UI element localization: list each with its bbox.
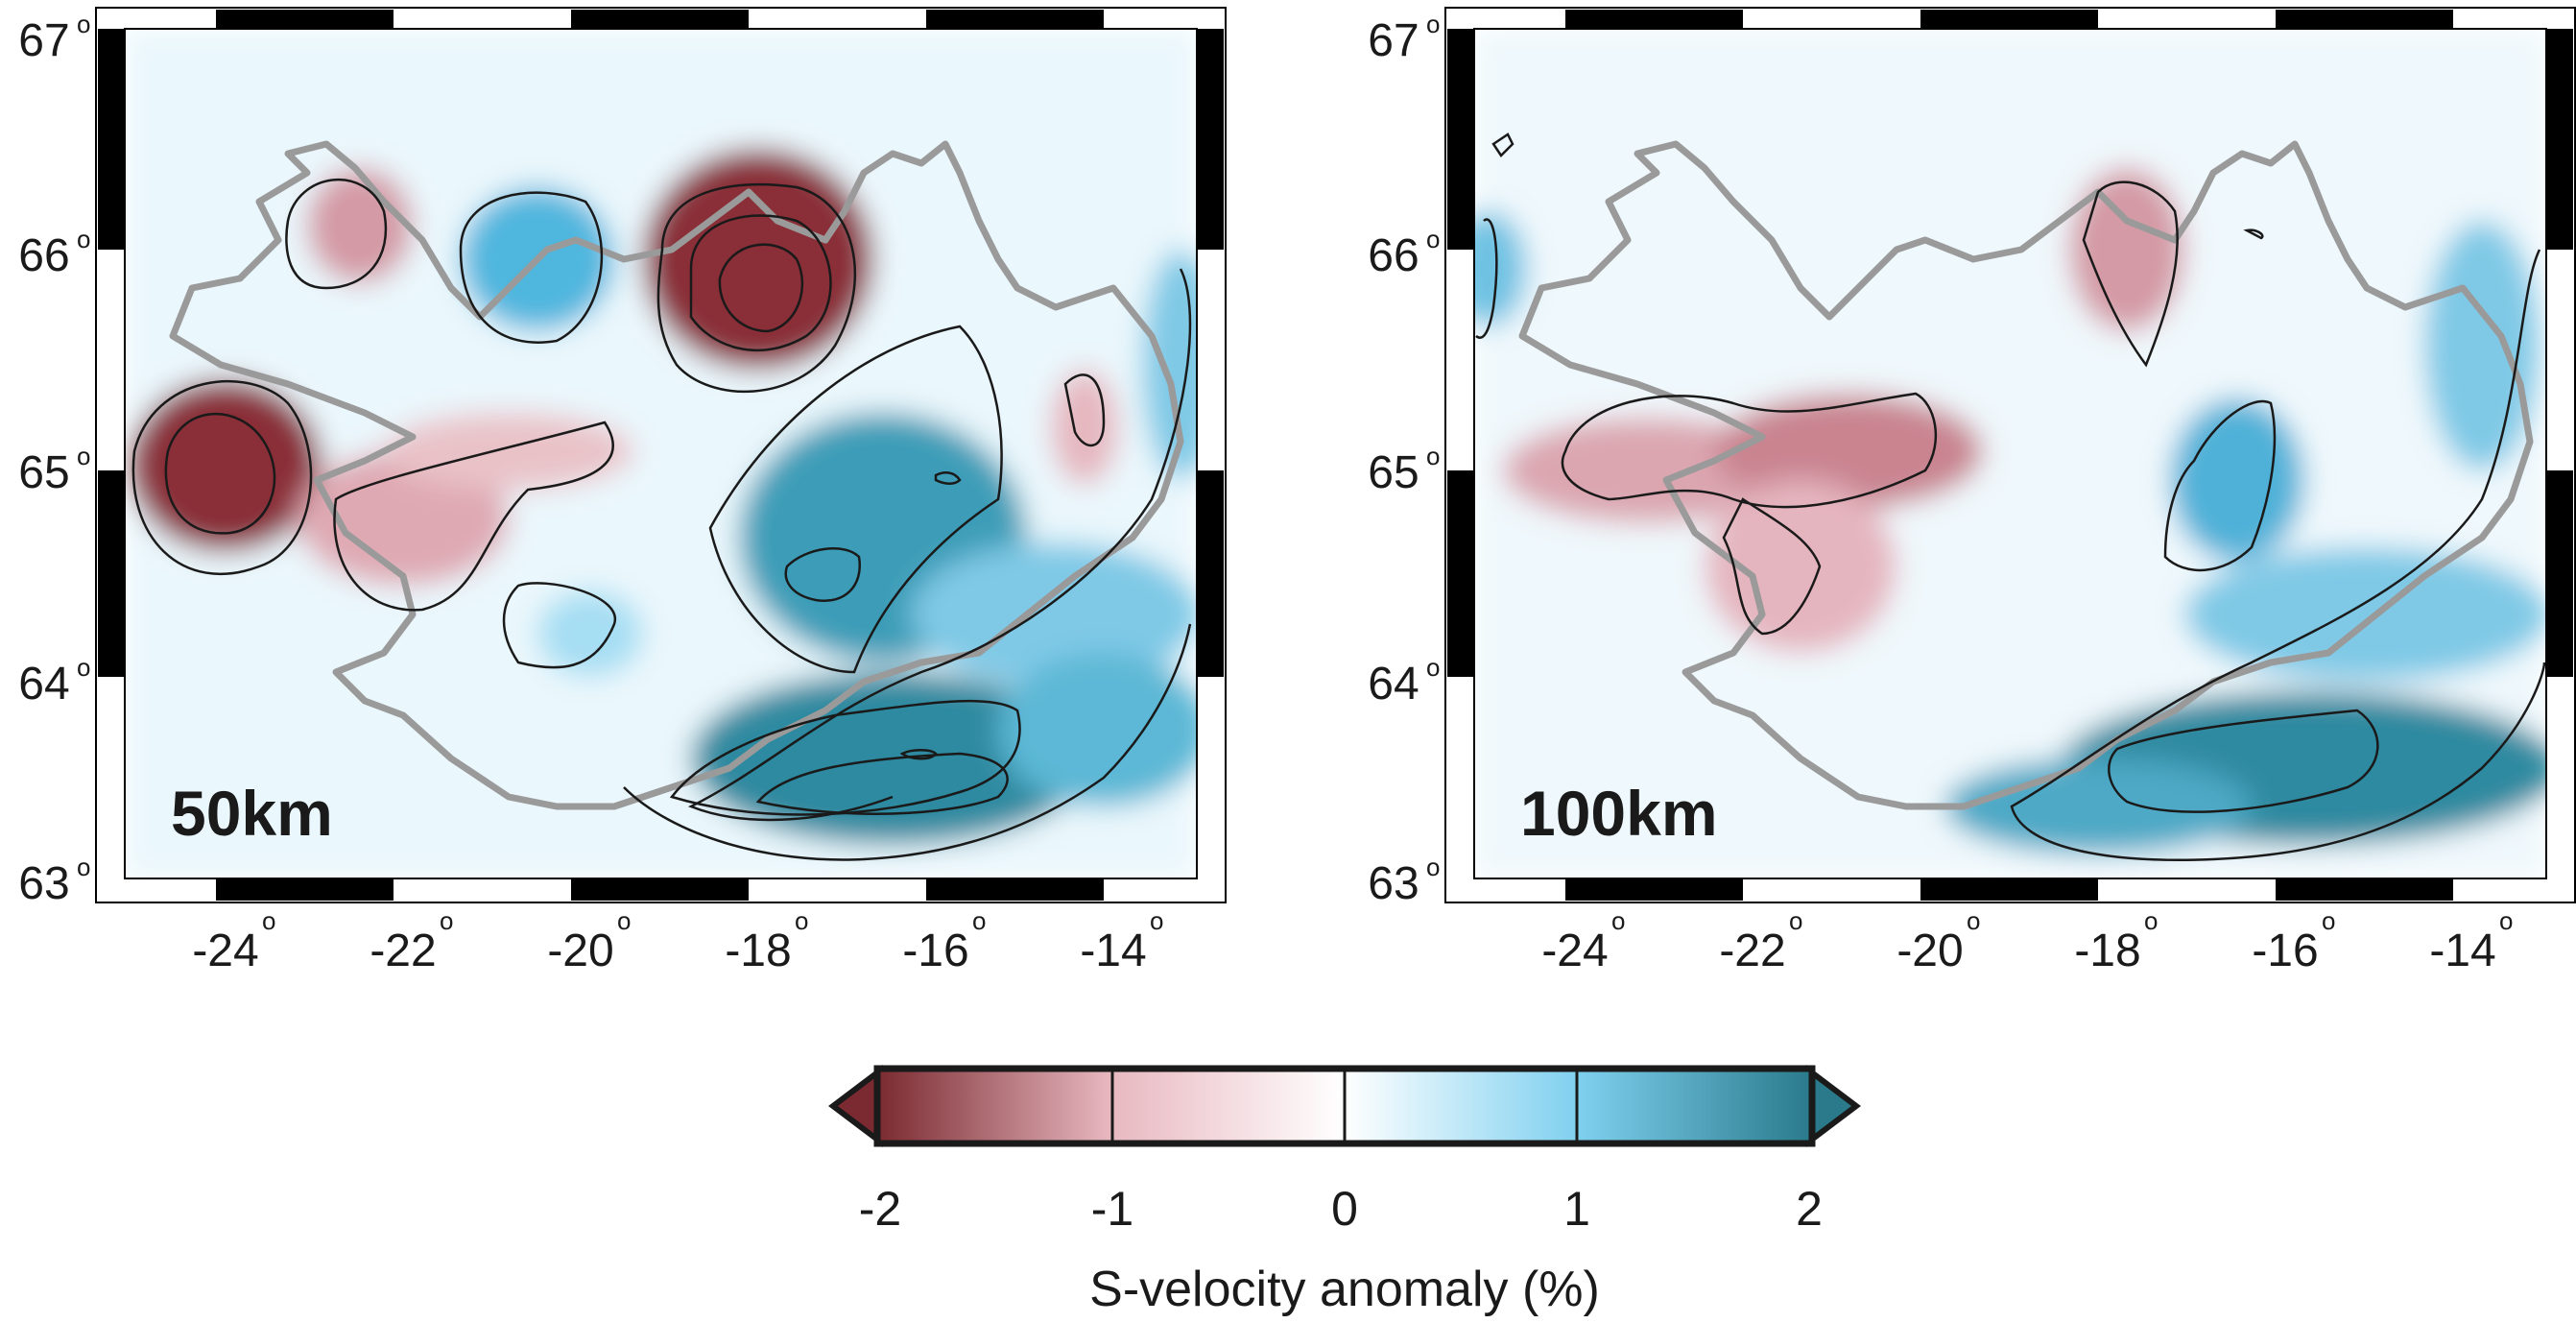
lat-tick-label: 67 <box>1368 15 1419 66</box>
degree-symbol: o <box>77 225 90 253</box>
anomaly-contours <box>131 178 1192 861</box>
colorbar-tick-label: -1 <box>1091 1182 1133 1236</box>
map-frame-left <box>95 7 1227 903</box>
depth-label: 100km <box>1520 778 1718 849</box>
lon-tick-label: -18 <box>725 926 791 976</box>
lon-tick-label: -24 <box>192 926 258 976</box>
lat-tick-label: 66 <box>1368 230 1419 281</box>
colorbar-ticks: -2 -1 0 1 2 <box>859 1071 1823 1236</box>
map-panel-100km <box>1444 7 2576 903</box>
lon-tick-label: -22 <box>370 926 436 976</box>
lon-tick-label: -14 <box>2429 926 2495 976</box>
degree-symbol: o <box>972 906 986 935</box>
map-frame-right <box>1444 7 2576 903</box>
degree-symbol: o <box>1611 906 1625 935</box>
degree-symbol: o <box>77 10 90 38</box>
colorbar-tick-label: -2 <box>859 1182 901 1236</box>
axis-labels: 67 o66 o65 o64 o63 o-24o-22o-20o-18o-16o-14o5… <box>18 10 2513 976</box>
depth-label: 50km <box>171 778 333 849</box>
degree-symbol: o <box>795 906 808 935</box>
degree-symbol: o <box>2499 906 2513 935</box>
lon-tick-label: -18 <box>2074 926 2140 976</box>
lat-tick-label: 64 <box>1368 659 1419 710</box>
degree-symbol: o <box>77 653 90 682</box>
degree-symbol: o <box>1426 225 1440 253</box>
degree-symbol: o <box>2322 906 2335 935</box>
colorbar-high-triangle <box>1806 1064 1861 1148</box>
colorbar-tick-label: 2 <box>1796 1182 1823 1236</box>
velocity-anomaly-field <box>1474 29 2546 878</box>
degree-symbol: o <box>1150 906 1163 935</box>
degree-symbol: o <box>77 442 90 470</box>
degree-symbol: o <box>262 906 275 935</box>
colorbar-title: S-velocity anomaly (%) <box>1089 1262 1600 1317</box>
lat-tick-label: 64 <box>18 659 69 710</box>
degree-symbol: o <box>1426 853 1440 881</box>
lat-tick-label: 65 <box>18 447 69 498</box>
degree-symbol: o <box>440 906 453 935</box>
lon-tick-label: -22 <box>1719 926 1785 976</box>
colorbar-tick-label: 0 <box>1331 1182 1358 1236</box>
lon-tick-label: -14 <box>1080 926 1146 976</box>
degree-symbol: o <box>1426 442 1440 470</box>
degree-symbol: o <box>617 906 631 935</box>
lon-tick-label: -16 <box>902 926 968 976</box>
lat-tick-label: 67 <box>18 15 69 66</box>
degree-symbol: o <box>1789 906 1802 935</box>
lat-tick-label: 66 <box>18 230 69 281</box>
degree-symbol: o <box>1426 653 1440 682</box>
map-panel-50km <box>95 7 1227 903</box>
lon-tick-label: -20 <box>1896 926 1963 976</box>
colorbar-tick-label: 1 <box>1563 1182 1590 1236</box>
lat-tick-label: 65 <box>1368 447 1419 498</box>
lon-tick-label: -16 <box>2252 926 2318 976</box>
colorbar-low-triangle <box>828 1064 883 1148</box>
lat-tick-label: 63 <box>1368 858 1419 909</box>
degree-symbol: o <box>1967 906 1980 935</box>
lon-tick-label: -20 <box>547 926 613 976</box>
lon-tick-label: -24 <box>1541 926 1608 976</box>
degree-symbol: o <box>77 853 90 881</box>
degree-symbol: o <box>2144 906 2158 935</box>
lat-tick-label: 63 <box>18 858 69 909</box>
anomaly-contours <box>1475 132 2546 861</box>
degree-symbol: o <box>1426 10 1440 38</box>
colorbar: -2 -1 0 1 2 S-velocity anomaly (%) <box>828 1064 1861 1317</box>
